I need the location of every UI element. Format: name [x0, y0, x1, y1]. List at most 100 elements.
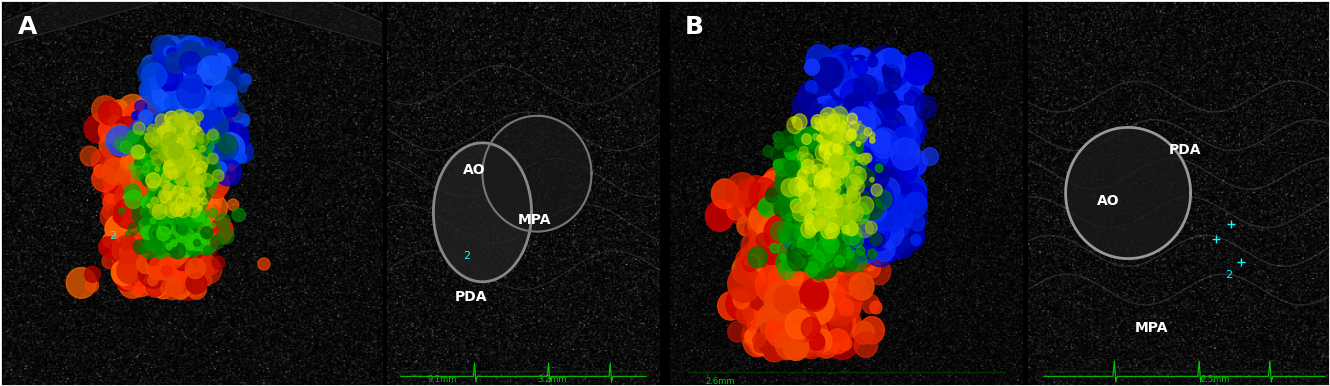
Circle shape [114, 183, 142, 211]
Circle shape [835, 153, 842, 160]
Circle shape [863, 141, 886, 165]
Circle shape [783, 333, 809, 360]
Circle shape [152, 36, 174, 59]
Circle shape [170, 228, 193, 251]
Circle shape [161, 221, 184, 243]
Circle shape [214, 129, 242, 157]
Circle shape [174, 136, 182, 144]
Circle shape [180, 154, 202, 178]
Circle shape [165, 223, 173, 232]
Circle shape [815, 199, 827, 212]
Circle shape [210, 223, 215, 228]
Circle shape [169, 201, 177, 210]
Circle shape [787, 218, 817, 250]
Circle shape [825, 315, 837, 328]
Circle shape [819, 188, 837, 206]
Text: 9.1mm: 9.1mm [428, 375, 458, 384]
Circle shape [168, 141, 176, 149]
Circle shape [803, 249, 825, 273]
Circle shape [177, 125, 186, 134]
Circle shape [177, 173, 193, 189]
Circle shape [161, 172, 172, 182]
Circle shape [786, 190, 818, 225]
Circle shape [169, 245, 188, 265]
Circle shape [861, 103, 871, 116]
Circle shape [829, 87, 858, 119]
Circle shape [100, 205, 124, 229]
Circle shape [843, 222, 857, 236]
Circle shape [799, 302, 818, 323]
Circle shape [857, 133, 878, 157]
Circle shape [105, 117, 134, 147]
Circle shape [819, 188, 831, 201]
Circle shape [814, 78, 833, 97]
Circle shape [132, 150, 140, 158]
Circle shape [161, 127, 184, 150]
Circle shape [839, 118, 851, 132]
Circle shape [161, 188, 188, 215]
Circle shape [104, 129, 117, 143]
Circle shape [821, 73, 831, 86]
Circle shape [818, 222, 827, 231]
Circle shape [817, 224, 830, 239]
Circle shape [176, 156, 193, 173]
Circle shape [128, 223, 140, 234]
Circle shape [829, 194, 843, 208]
Circle shape [833, 135, 841, 144]
Circle shape [149, 200, 161, 212]
Circle shape [846, 149, 855, 159]
Circle shape [783, 234, 798, 250]
Circle shape [871, 242, 880, 252]
Circle shape [805, 229, 818, 244]
Circle shape [838, 262, 845, 269]
Circle shape [110, 206, 122, 218]
Circle shape [801, 312, 817, 330]
Circle shape [802, 217, 821, 238]
Circle shape [174, 191, 186, 204]
Circle shape [186, 137, 192, 142]
Circle shape [847, 151, 858, 163]
Circle shape [116, 268, 138, 291]
Circle shape [799, 186, 815, 204]
Circle shape [158, 188, 168, 198]
Circle shape [793, 313, 806, 329]
Circle shape [799, 203, 811, 216]
Circle shape [841, 291, 851, 303]
Circle shape [787, 216, 814, 245]
Circle shape [165, 162, 178, 174]
Circle shape [152, 227, 169, 244]
Circle shape [794, 217, 818, 244]
Circle shape [169, 140, 185, 156]
Circle shape [174, 125, 188, 139]
Circle shape [872, 162, 894, 186]
Circle shape [176, 137, 206, 167]
Circle shape [201, 47, 219, 66]
Circle shape [868, 110, 894, 139]
Circle shape [878, 54, 895, 72]
Circle shape [842, 198, 853, 208]
Circle shape [142, 131, 170, 160]
Circle shape [823, 260, 842, 281]
Circle shape [150, 241, 173, 263]
Circle shape [137, 158, 148, 169]
Circle shape [173, 124, 185, 137]
Circle shape [805, 164, 825, 185]
Circle shape [845, 193, 872, 224]
Circle shape [814, 172, 831, 190]
Circle shape [150, 82, 168, 99]
Circle shape [785, 188, 819, 226]
Circle shape [182, 120, 196, 134]
Circle shape [782, 300, 797, 315]
Circle shape [842, 217, 850, 227]
Circle shape [786, 174, 818, 208]
Circle shape [174, 222, 184, 231]
Circle shape [850, 110, 880, 144]
Circle shape [802, 134, 811, 144]
Circle shape [829, 131, 841, 144]
Circle shape [210, 54, 230, 74]
Circle shape [765, 196, 791, 225]
Circle shape [835, 203, 846, 215]
Circle shape [850, 180, 882, 214]
Circle shape [767, 248, 793, 276]
Circle shape [797, 283, 829, 318]
